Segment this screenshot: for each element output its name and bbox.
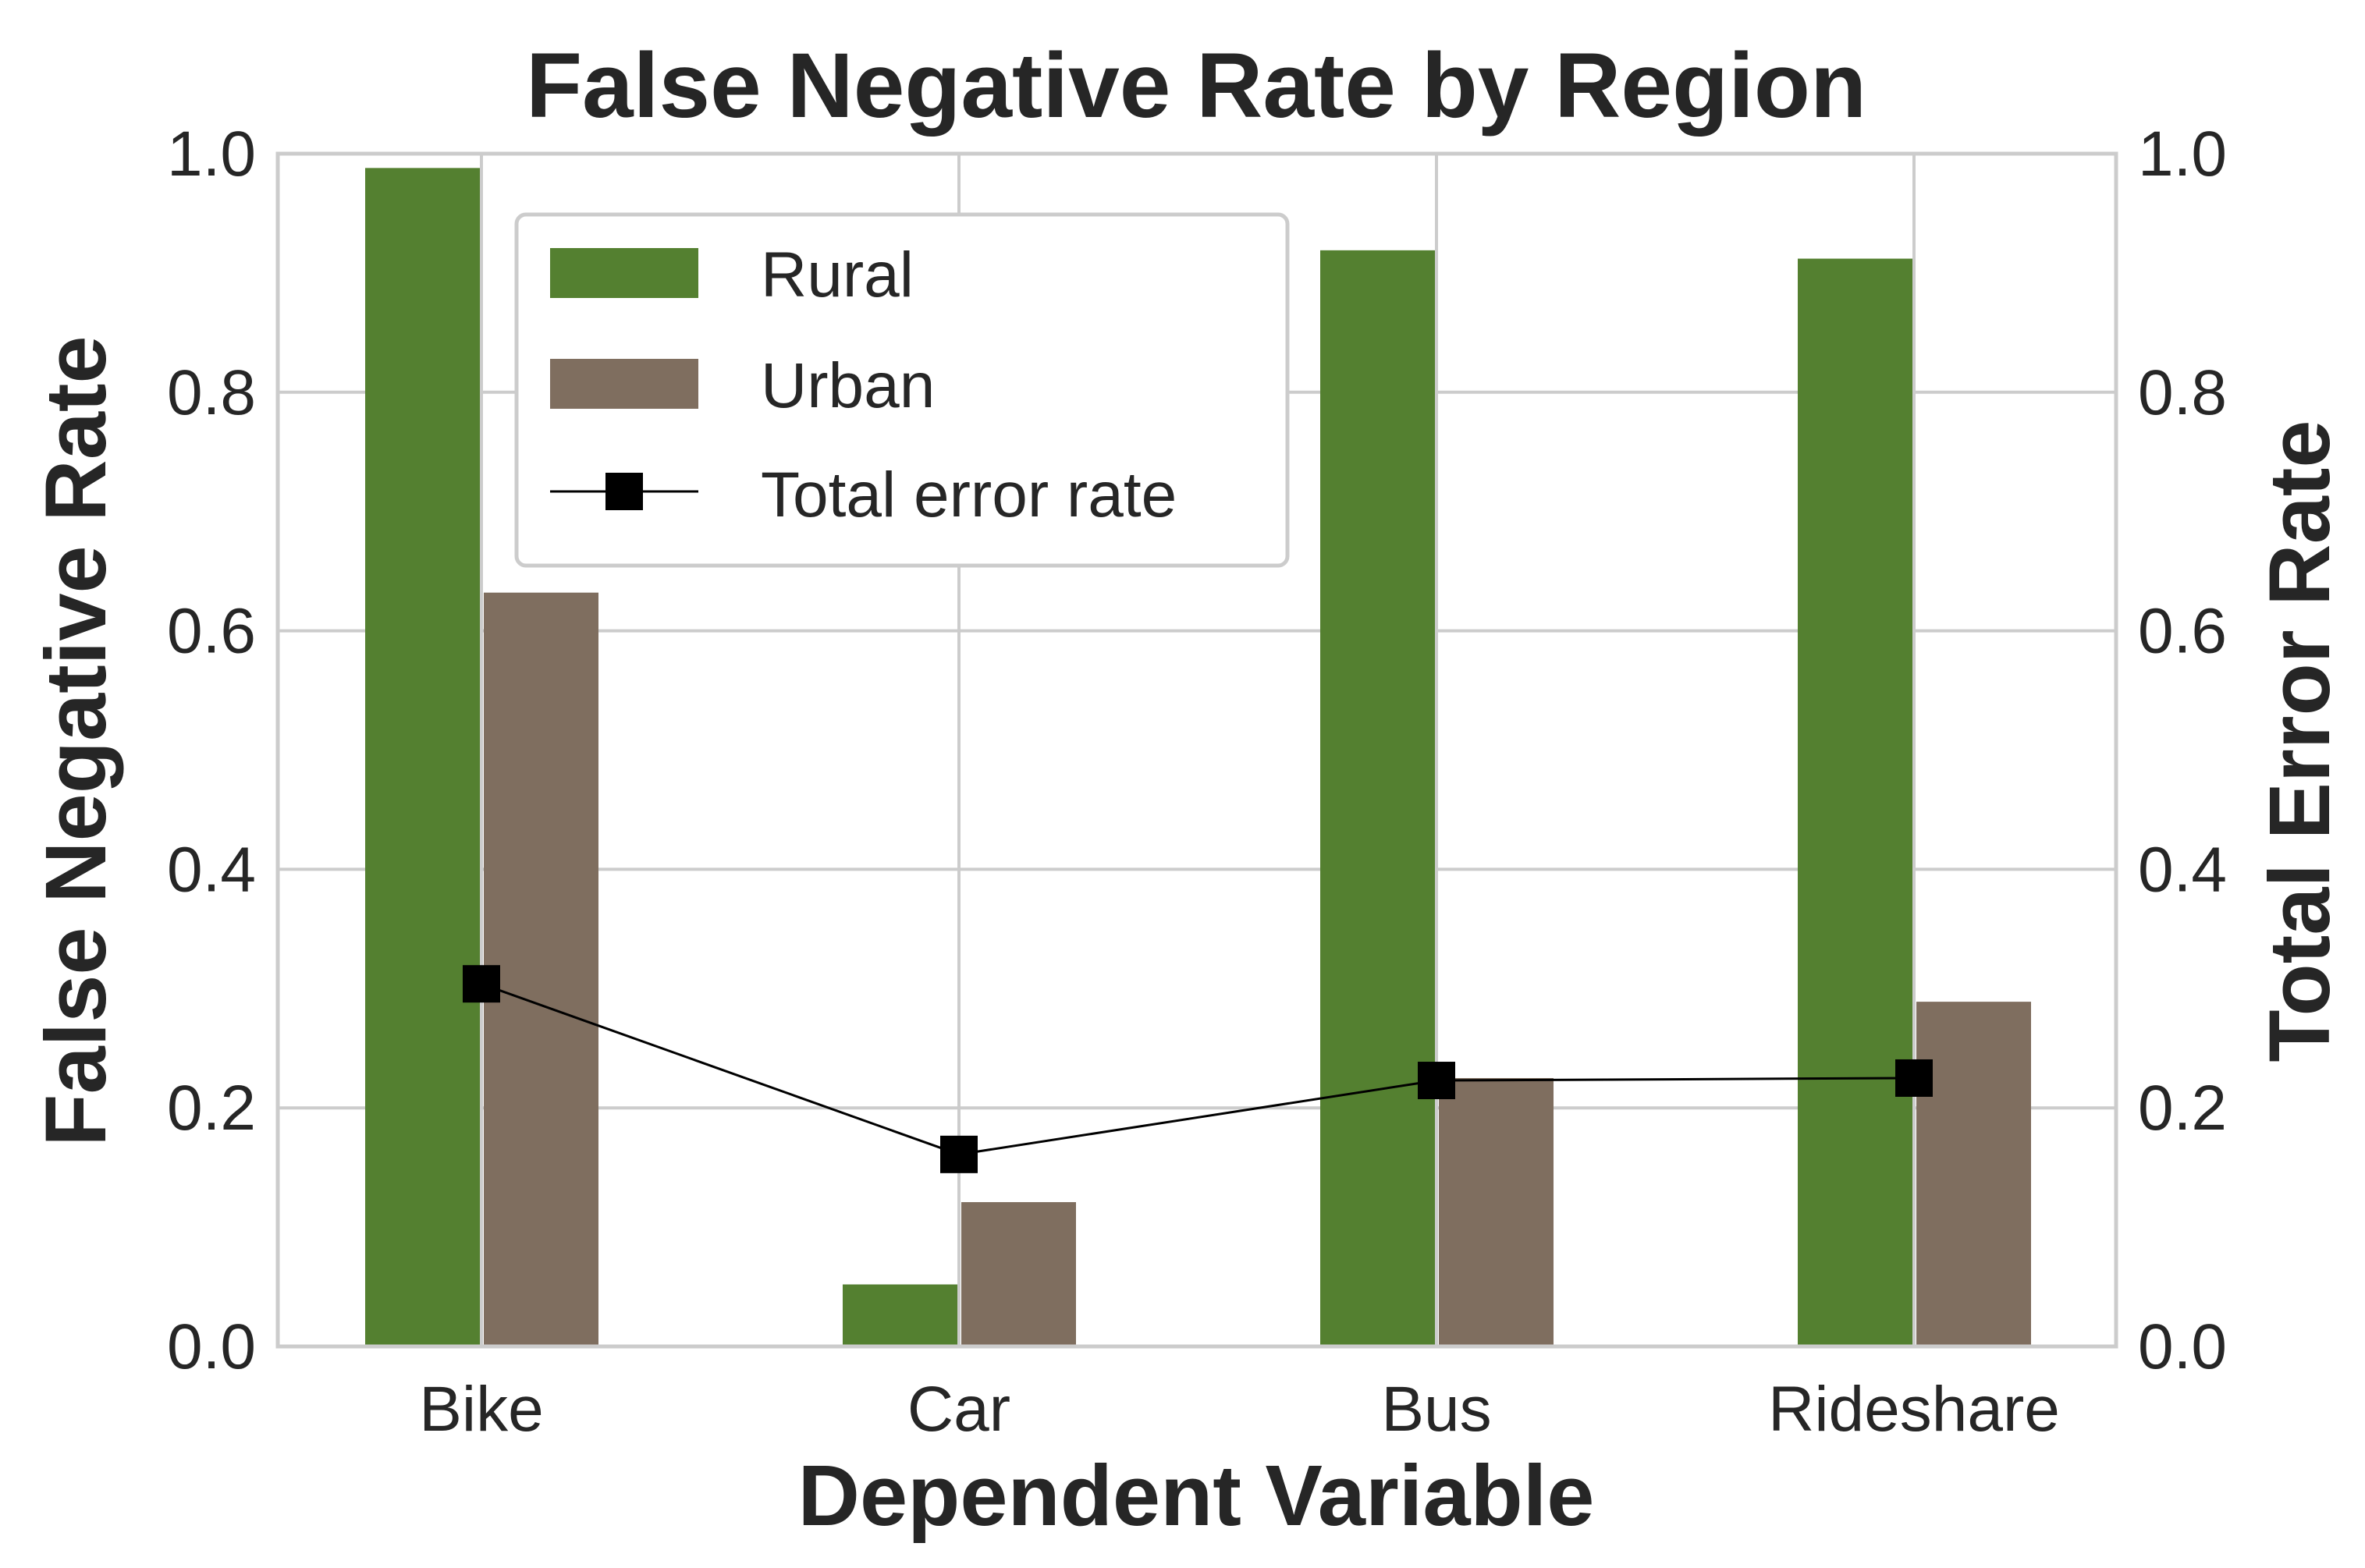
legend-marker-total (605, 473, 643, 510)
bar-urban-bus (1439, 1077, 1554, 1346)
legend-swatch-rural (550, 248, 698, 298)
legend-box (514, 212, 1290, 568)
x-axis-label: Dependent Variable (798, 1448, 1595, 1544)
y2-tick-label: 0.2 (2138, 1073, 2227, 1144)
line-layer (463, 965, 1933, 1173)
bar-rural-bus (1320, 250, 1435, 1346)
total-error-marker-car (940, 1135, 978, 1173)
y-tick-label: 0.0 (167, 1311, 256, 1382)
chart-title: False Negative Rate by Region (526, 34, 1866, 137)
x-tick-label: Rideshare (1768, 1374, 2060, 1445)
legend-label-urban: Urban (761, 350, 935, 421)
bar-rural-rideshare (1798, 258, 1912, 1346)
y-axis-label: False Negative Rate (28, 335, 124, 1146)
y2-tick-label: 0.0 (2138, 1311, 2227, 1382)
y2-axis-label: Total Error Rate (2252, 420, 2348, 1062)
legend-swatch-urban (550, 359, 698, 409)
y2-tick-label: 0.4 (2138, 834, 2227, 905)
y-tick-label: 0.6 (167, 596, 256, 667)
total-error-marker-bus (1418, 1062, 1455, 1100)
y2-tick-label: 1.0 (2138, 119, 2227, 190)
y2-tick-label: 0.8 (2138, 357, 2227, 428)
plot-frame (275, 151, 2118, 1349)
y-tick-label: 1.0 (167, 119, 256, 190)
legend: Rural Urban Total error rate (514, 212, 1290, 568)
bar-urban-car (961, 1201, 1076, 1346)
y-tick-label: 0.4 (167, 834, 256, 905)
x-tick-label: Bike (419, 1374, 544, 1445)
y-tick-label: 0.8 (167, 357, 256, 428)
y-tick-label: 0.2 (167, 1073, 256, 1144)
bar-rural-bike (365, 168, 480, 1346)
total-error-marker-rideshare (1895, 1059, 1933, 1097)
ticks-layer: 0.0 0.2 0.4 0.6 0.8 1.0 0.0 0.2 0.4 0.6 0.8 1.0 Bike… (167, 119, 2227, 1445)
bar-urban-rideshare (1916, 1002, 2031, 1346)
x-tick-label: Car (907, 1374, 1010, 1445)
total-error-line (481, 982, 1915, 1156)
y2-tick-label: 0.6 (2138, 596, 2227, 667)
x-tick-label: Bus (1381, 1374, 1491, 1445)
bar-rural-car (843, 1284, 957, 1346)
total-error-marker-bike (463, 965, 500, 1003)
bar-urban-bike (484, 592, 598, 1346)
legend-label-rural: Rural (761, 239, 914, 310)
legend-label-total: Total error rate (761, 459, 1177, 530)
bars-layer (365, 168, 2031, 1346)
